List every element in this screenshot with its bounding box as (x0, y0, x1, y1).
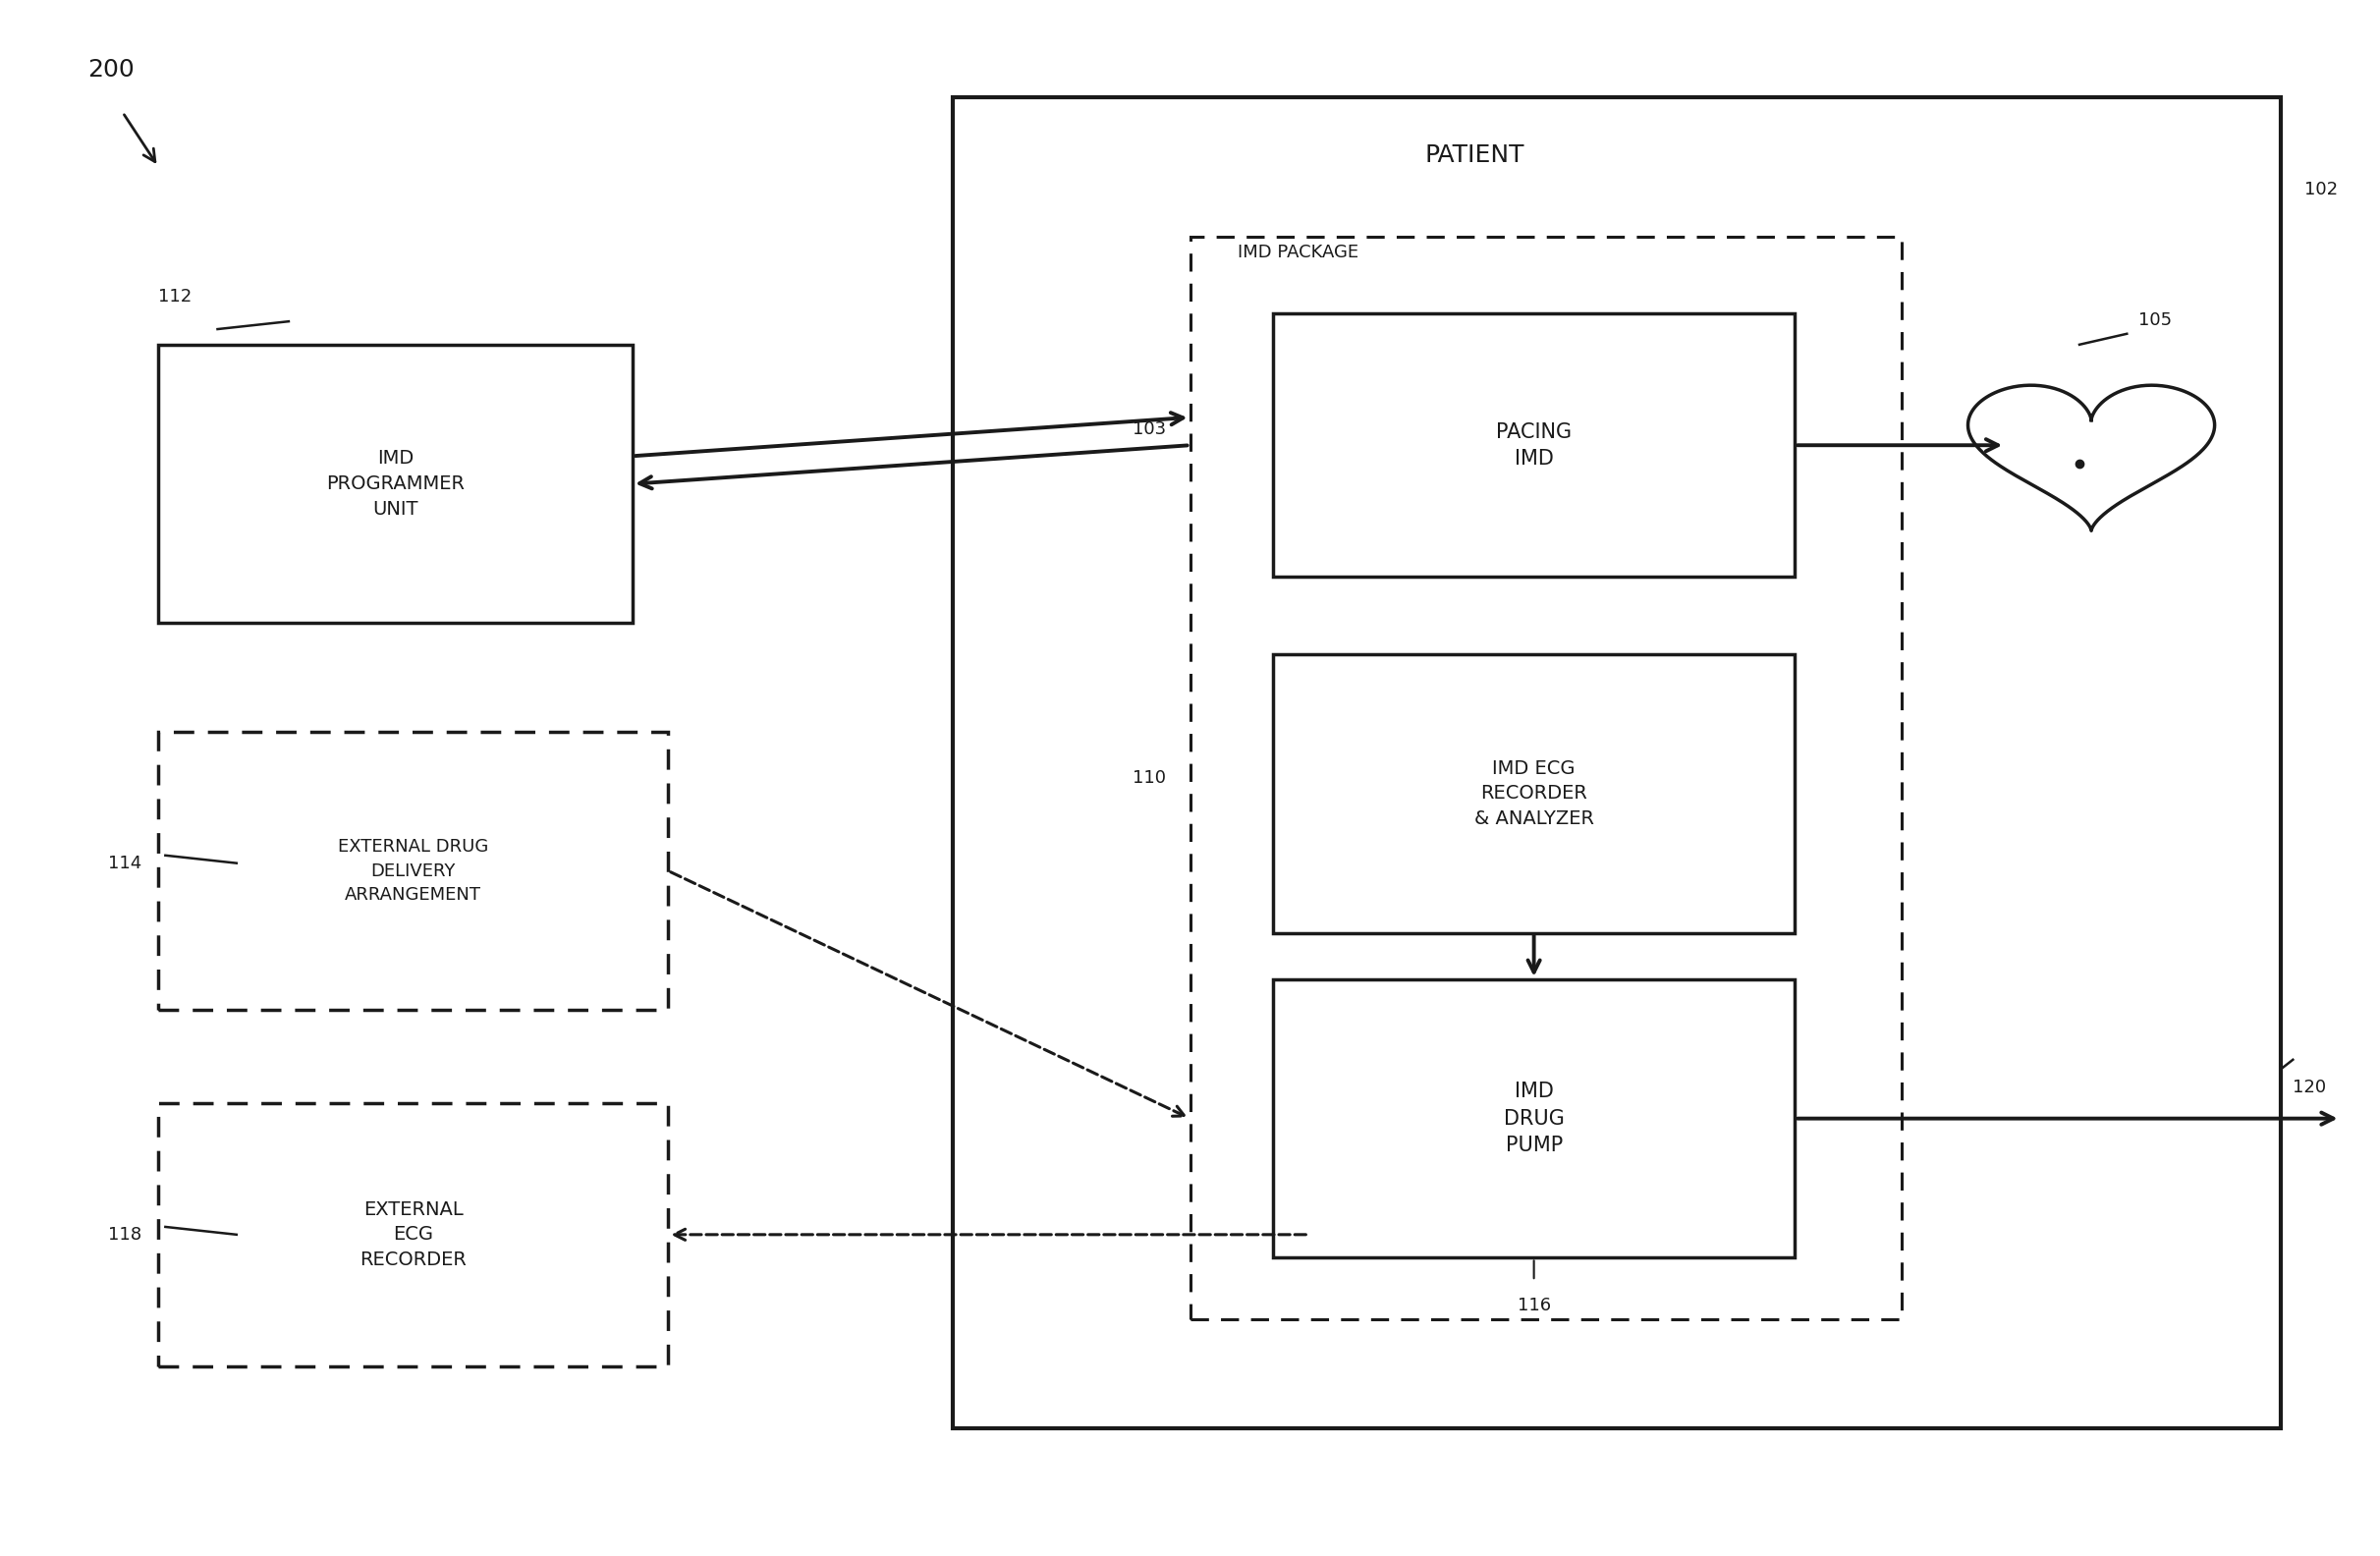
Text: EXTERNAL
ECG
RECORDER: EXTERNAL ECG RECORDER (359, 1200, 466, 1270)
Bar (1190, 237, 1902, 1319)
Text: IMD PACKAGE: IMD PACKAGE (1238, 244, 1359, 261)
Bar (1273, 314, 1795, 577)
Text: IMD ECG
RECORDER
& ANALYZER: IMD ECG RECORDER & ANALYZER (1473, 759, 1595, 828)
Text: 120: 120 (2292, 1078, 2325, 1097)
Bar (157, 1103, 669, 1366)
Bar (157, 731, 669, 1010)
Text: 103: 103 (1133, 422, 1166, 439)
Text: 105: 105 (2140, 311, 2173, 330)
Bar (157, 344, 633, 624)
Text: 102: 102 (2304, 180, 2337, 199)
Bar (1273, 654, 1795, 932)
Bar (952, 96, 2280, 1428)
Text: 112: 112 (157, 288, 193, 307)
Text: 200: 200 (88, 58, 133, 82)
Bar (1273, 979, 1795, 1257)
Text: IMD
DRUG
PUMP: IMD DRUG PUMP (1504, 1081, 1564, 1155)
Text: PACING
IMD: PACING IMD (1497, 422, 1571, 468)
Text: 114: 114 (107, 854, 143, 871)
Text: 110: 110 (1133, 769, 1166, 787)
Text: 116: 116 (1516, 1296, 1552, 1315)
Text: EXTERNAL DRUG
DELIVERY
ARRANGEMENT: EXTERNAL DRUG DELIVERY ARRANGEMENT (338, 839, 488, 904)
Text: PATIENT: PATIENT (1426, 143, 1526, 166)
Text: 118: 118 (107, 1226, 143, 1243)
Text: IMD
PROGRAMMER
UNIT: IMD PROGRAMMER UNIT (326, 450, 464, 518)
